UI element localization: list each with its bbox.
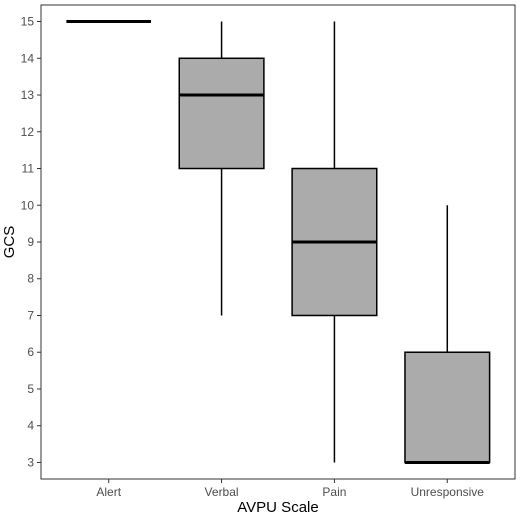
y-tick-label: 4 — [27, 419, 34, 433]
y-tick-label: 8 — [27, 272, 34, 286]
x-tick-label: Alert — [96, 485, 121, 499]
x-axis: Alert Verbal Pain Unresponsive — [96, 479, 484, 499]
y-axis-title: GCS — [1, 226, 18, 259]
iqr-box — [178, 57, 265, 170]
x-tick-label: Pain — [322, 485, 346, 499]
box-pain — [291, 21, 378, 463]
x-tick-label: Verbal — [205, 485, 239, 499]
y-tick-label: 6 — [27, 345, 34, 359]
y-tick-label: 10 — [21, 198, 35, 212]
y-tick-label: 12 — [21, 125, 35, 139]
y-tick-label: 14 — [21, 51, 35, 65]
box-verbal — [178, 21, 265, 316]
x-tick-label: Unresponsive — [411, 485, 485, 499]
box-unresponsive — [404, 205, 491, 464]
y-tick-label: 3 — [27, 455, 34, 469]
boxes-layer — [66, 20, 491, 464]
y-tick-label: 15 — [21, 15, 35, 29]
y-tick-label: 9 — [27, 235, 34, 249]
y-tick-label: 5 — [27, 382, 34, 396]
y-tick-label: 11 — [22, 162, 35, 176]
iqr-box — [404, 351, 491, 464]
x-axis-title: AVPU Scale — [237, 499, 318, 516]
y-tick-label: 7 — [27, 308, 34, 322]
y-tick-label: 13 — [21, 88, 35, 102]
y-axis: 3 4 5 6 7 8 9 10 11 12 13 14 15 — [21, 15, 41, 469]
